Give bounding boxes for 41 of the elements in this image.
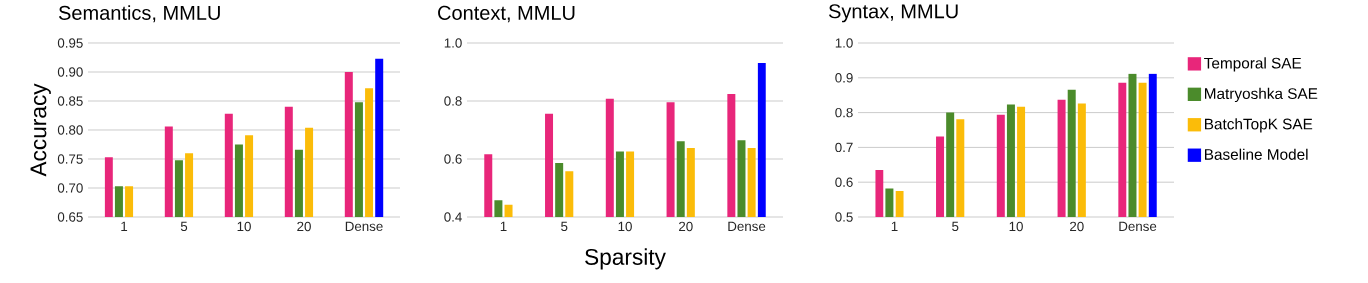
x-tick-label: 1: [121, 221, 128, 231]
x-tick-label: 1: [500, 221, 507, 231]
x-tick-label: 5: [180, 221, 188, 232]
x-tick-label: 20: [297, 221, 311, 232]
y-tick-label: 1.0: [835, 38, 853, 48]
y-tick-label: 0.8: [444, 96, 462, 106]
y-axis-title: Accuracy: [30, 83, 51, 177]
x-tick-label: 1: [891, 221, 898, 231]
y-tick-label: 0.9: [835, 73, 853, 83]
y-tick-label: 0.8: [835, 107, 853, 118]
y-tick-label: 0.5: [835, 212, 853, 222]
x-tick-label: 10: [1009, 221, 1023, 232]
y-tick-label: 0.90: [57, 67, 83, 77]
chart-title: Context, MMLU: [438, 5, 575, 23]
x-tick-label: 5: [952, 221, 959, 232]
legend-label: Baseline Model: [1205, 148, 1308, 160]
legend-label: Matryoshka SAE: [1205, 87, 1318, 103]
x-tick-label: Dense: [345, 221, 383, 232]
x-axis-title: Sparsity: [585, 248, 666, 270]
y-tick-label: 0.70: [57, 183, 83, 193]
x-tick-label: 10: [237, 221, 251, 232]
x-tick-label: 20: [679, 221, 693, 232]
y-tick-label: 0.65: [57, 212, 83, 222]
x-tick-label: Dense: [1119, 221, 1157, 232]
x-tick-label: 20: [1070, 221, 1084, 232]
y-tick-label: 0.6: [444, 154, 462, 164]
y-tick-label: 0.75: [57, 154, 83, 164]
chart-title: Semantics, MMLU: [58, 5, 220, 23]
x-tick-label: Dense: [728, 221, 766, 232]
x-tick-label: 10: [618, 221, 632, 232]
y-tick-label: 0.85: [57, 96, 83, 106]
x-tick-label: 5: [561, 221, 568, 232]
chart-title: Syntax, MMLU: [828, 4, 958, 23]
y-tick-label: 0.4: [444, 212, 462, 222]
y-tick-label: 1.0: [444, 38, 462, 48]
legend-label: Temporal SAE: [1204, 57, 1302, 72]
y-tick-label: 0.7: [835, 142, 853, 153]
legend-label: BatchTopK SAE: [1205, 118, 1313, 133]
y-tick-label: 0.80: [57, 125, 83, 135]
y-tick-label: 0.6: [835, 177, 853, 187]
y-tick-label: 0.95: [57, 38, 83, 48]
